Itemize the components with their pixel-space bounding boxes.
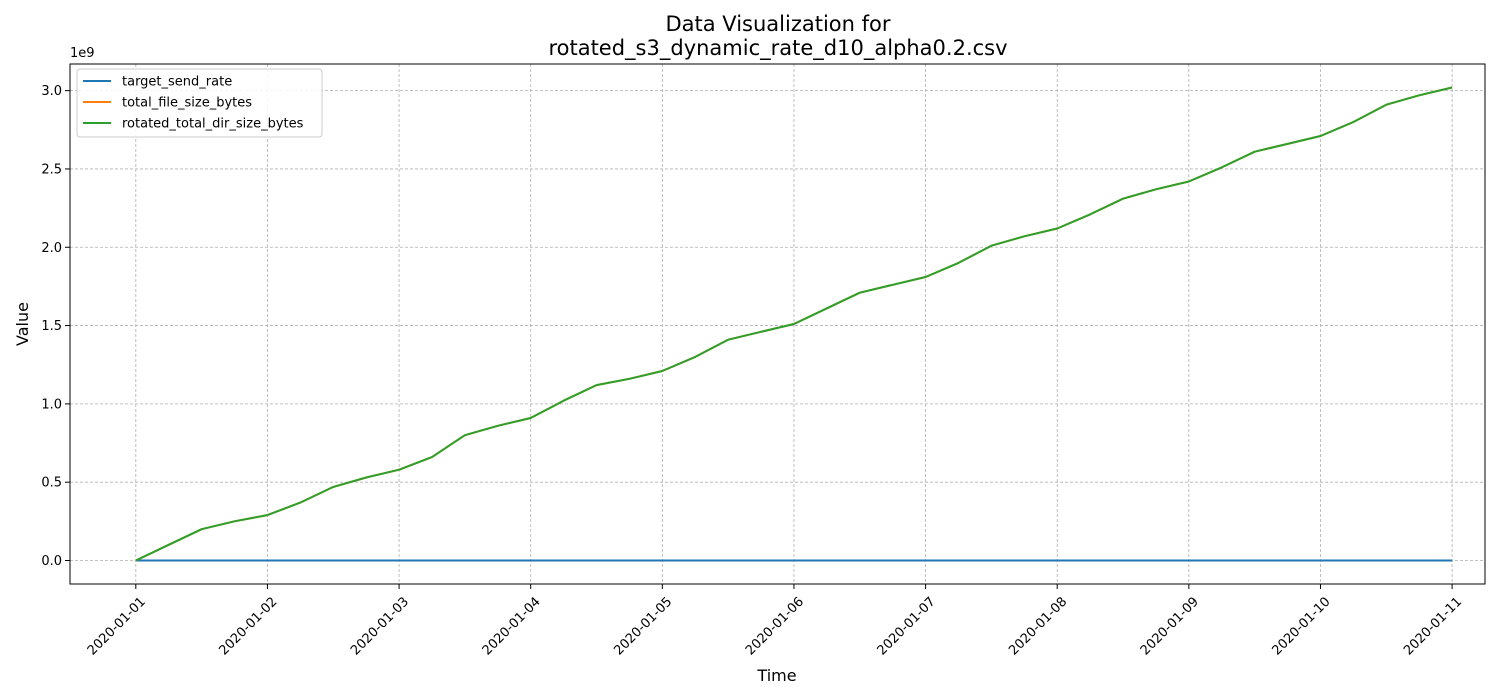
grid <box>70 64 1485 584</box>
plot-area-frame <box>69 63 1486 585</box>
chart-subtitle: rotated_s3_dynamic_rate_d10_alpha0.2.csv <box>548 36 1007 61</box>
y-axis-label: Value <box>13 302 32 346</box>
legend-box <box>76 68 323 138</box>
legend-label: rotated_total_dir_size_bytes <box>122 117 304 132</box>
chart-title: Data Visualization for <box>665 12 890 36</box>
y-tick-label: 2.0 <box>41 241 62 256</box>
y-offset-label: 1e9 <box>70 46 95 61</box>
legend: target_send_rate total_file_size_bytesrot… <box>76 68 323 138</box>
series-line-rotated-total-dir-size-bytes <box>135 86 1453 562</box>
y-tick-label: 0.0 <box>41 554 62 569</box>
legend-label: target_send_rate <box>122 75 232 90</box>
y-tick-label: 3.0 <box>41 84 62 99</box>
x-axis-label: Time <box>756 666 796 685</box>
y-axis-ticks: 0.0 0.5 1.0 1.5 2.0 2.5 3.0 <box>41 84 70 569</box>
y-tick-label: 1.5 <box>41 319 62 334</box>
y-tick-label: 2.5 <box>41 162 62 177</box>
legend-label: total_file_size_bytes <box>122 96 252 111</box>
y-tick-label: 1.0 <box>41 397 62 412</box>
plot-lines <box>135 86 1453 562</box>
y-tick-label: 0.5 <box>41 476 62 491</box>
